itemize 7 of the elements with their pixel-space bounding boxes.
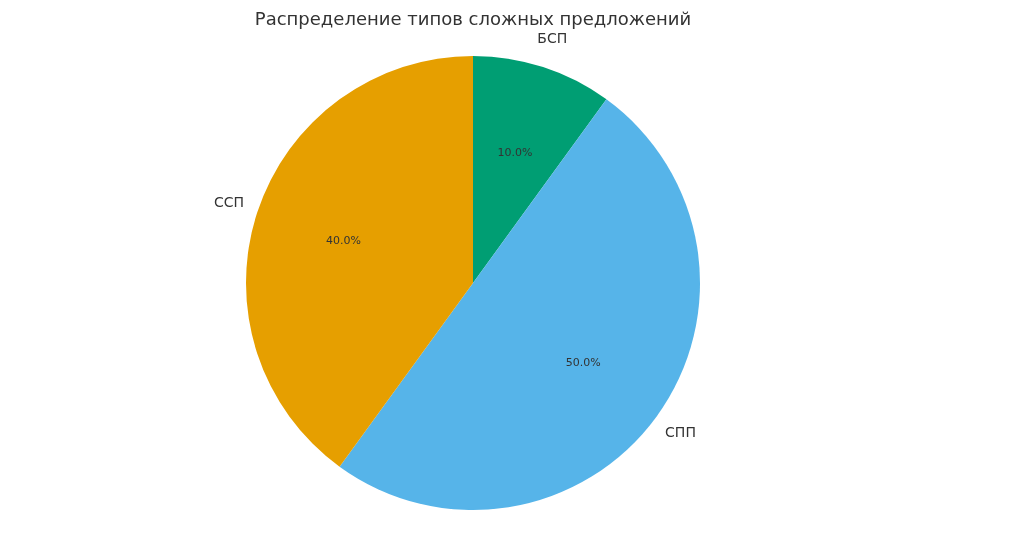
data-label: 40.0% (325, 233, 361, 247)
slice-label: СПП (665, 424, 696, 441)
data-label: 10.0% (497, 146, 533, 160)
slice-label: ССП (214, 194, 245, 211)
slice-label: БСП (537, 29, 568, 46)
data-label: 50.0% (565, 355, 601, 369)
chart-title: Распределение типов сложных предложений (254, 7, 692, 29)
